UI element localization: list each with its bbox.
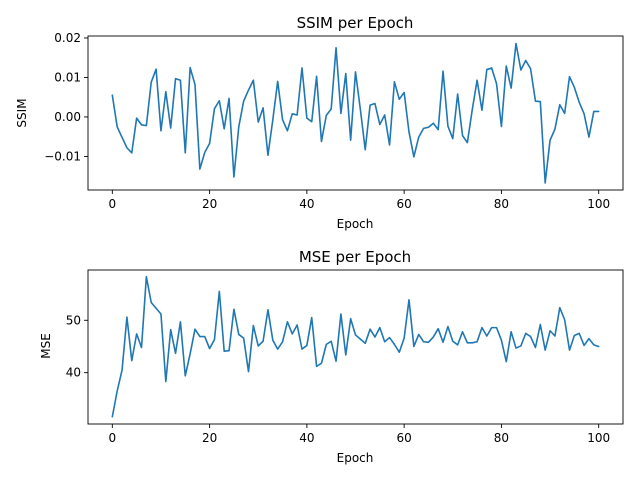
ssim-plot-frame <box>87 35 624 191</box>
mse-subplot: MSE per Epoch Epoch MSE 40 50 0 20 40 60 80 10… <box>39 248 624 465</box>
ssim-y-tick-label: 0.02 <box>54 31 81 45</box>
ssim-x-tick-label: 60 <box>396 197 411 211</box>
mse-x-axis-label: Epoch <box>337 451 374 465</box>
ssim-x-tick-label: 40 <box>299 197 314 211</box>
mse-chart-title: MSE per Epoch <box>299 248 411 266</box>
ssim-y-tick-label: 0.00 <box>54 110 81 124</box>
ssim-series-line <box>111 42 600 184</box>
ssim-chart-title: SSIM per Epoch <box>297 14 414 32</box>
ssim-subplot: SSIM per Epoch Epoch SSIM −0.01 0.00 0.01 0… <box>15 14 624 231</box>
mse-x-tick-label: 80 <box>494 431 509 445</box>
ssim-x-tick-label: 0 <box>108 197 116 211</box>
ssim-y-tick-label: −0.01 <box>44 149 81 163</box>
ssim-x-tick-label: 20 <box>202 197 217 211</box>
ssim-x-tick-label: 100 <box>587 197 610 211</box>
mse-x-ticks: 0 20 40 60 80 100 <box>108 424 610 445</box>
ssim-y-tick-label: 0.01 <box>54 70 81 84</box>
mse-x-tick-label: 100 <box>587 431 610 445</box>
mse-y-axis-label: MSE <box>39 333 53 359</box>
mse-y-ticks: 40 50 <box>66 313 88 380</box>
mse-plot-frame <box>87 269 624 425</box>
ssim-x-ticks: 0 20 40 60 80 100 <box>108 190 610 211</box>
ssim-y-ticks: −0.01 0.00 0.01 0.02 <box>44 31 88 163</box>
mse-x-tick-label: 60 <box>396 431 411 445</box>
mse-series-line <box>111 276 600 418</box>
mse-x-tick-label: 0 <box>108 431 116 445</box>
ssim-y-axis-label: SSIM <box>15 98 29 127</box>
mse-y-tick-label: 40 <box>66 366 81 380</box>
mse-x-tick-label: 20 <box>202 431 217 445</box>
ssim-x-axis-label: Epoch <box>337 217 374 231</box>
ssim-x-tick-label: 80 <box>494 197 509 211</box>
mse-x-tick-label: 40 <box>299 431 314 445</box>
mse-y-tick-label: 50 <box>66 313 81 327</box>
